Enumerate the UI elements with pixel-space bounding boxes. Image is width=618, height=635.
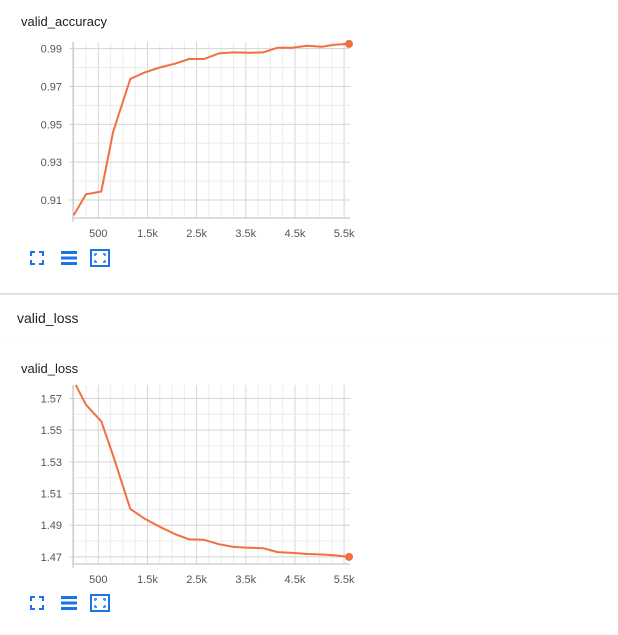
x-tick-label: 2.5k [186,574,207,586]
x-tick-label: 3.5k [235,228,256,240]
x-tick-label: 4.5k [285,228,306,240]
y-tick-label: 1.51 [41,489,62,501]
fit-domain-icon [30,596,44,610]
y-tick-label: 0.95 [41,119,62,131]
data-table-icon [61,596,77,610]
x-tick-label: 5.5k [334,574,355,586]
fit-domain-icon [30,251,44,265]
expand-chart-icon [90,594,110,612]
fit-domain-button[interactable] [26,593,48,613]
accuracy-chart-card: valid_accuracy 0.91 0.93 0.95 0.97 0.99 500 1.… [0,0,618,293]
y-tick-label: 0.91 [41,195,62,207]
y-tick-label: 1.57 [41,393,62,405]
y-tick-label: 1.47 [41,552,62,564]
series-line [72,42,350,216]
x-tick-label: 500 [89,574,107,586]
accuracy-chart: 0.91 0.93 0.95 0.97 0.99 500 1.5k 2.5k 3.5k 4.5k 5… [41,39,355,240]
y-tick-label: 1.49 [41,520,62,532]
series-end-point [345,552,354,561]
expand-chart-button[interactable] [89,593,111,613]
y-tick-label: 1.53 [41,457,62,469]
chart-title: valid_loss [21,361,79,376]
y-tick-label: 1.55 [41,425,62,437]
x-tick-label: 1.5k [137,574,158,586]
loss-chart: 1.47 1.49 1.51 1.53 1.55 1.57 500 1.5k 2.5k 3.5k 4… [41,384,355,586]
x-tick-label: 4.5k [285,574,306,586]
data-table-button[interactable] [58,593,80,613]
section-header[interactable]: valid_loss [0,294,618,342]
loss-chart-card: valid_loss 1.47 1.49 1.51 1.53 1.55 1.57 500 1.… [0,341,618,635]
x-tick-label: 500 [89,228,107,240]
expand-chart-button[interactable] [89,248,111,268]
x-tick-label: 1.5k [137,228,158,240]
x-tick-label: 5.5k [334,228,355,240]
series-end-point [345,39,354,48]
section-title: valid_loss [17,310,79,326]
x-tick-label: 2.5k [186,228,207,240]
expand-chart-icon [90,249,110,267]
y-tick-label: 0.93 [41,157,62,169]
x-tick-label: 3.5k [235,574,256,586]
y-tick-label: 0.99 [41,44,62,56]
data-table-button[interactable] [58,248,80,268]
fit-domain-button[interactable] [26,248,48,268]
data-table-icon [61,251,77,265]
series-line [74,384,350,558]
chart-title: valid_accuracy [21,14,107,29]
y-tick-label: 0.97 [41,81,62,93]
